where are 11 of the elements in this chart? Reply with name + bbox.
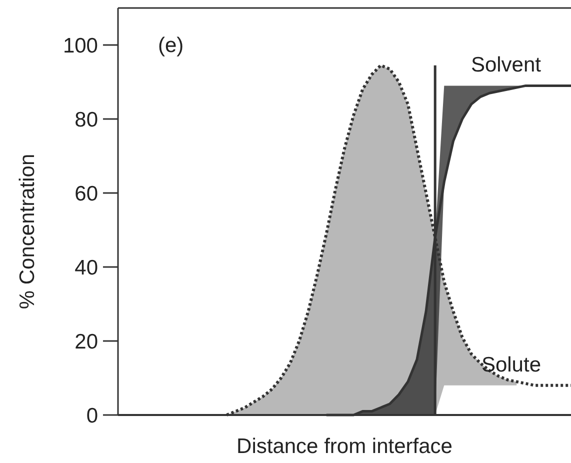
y-axis-title: % Concentration	[16, 154, 39, 310]
y-tick-label: 20	[74, 330, 98, 354]
annotation: (e)	[158, 34, 184, 57]
series-label: Solvent	[470, 54, 542, 77]
y-tick-label: 0	[86, 404, 98, 428]
y-tick-label: 100	[62, 34, 98, 58]
series-label: Solute	[481, 353, 541, 376]
y-tick-label: 40	[74, 256, 98, 280]
x-axis-title: Distance from interface	[236, 435, 452, 458]
y-tick-label: 80	[74, 108, 98, 132]
y-tick-label: 60	[74, 182, 98, 206]
